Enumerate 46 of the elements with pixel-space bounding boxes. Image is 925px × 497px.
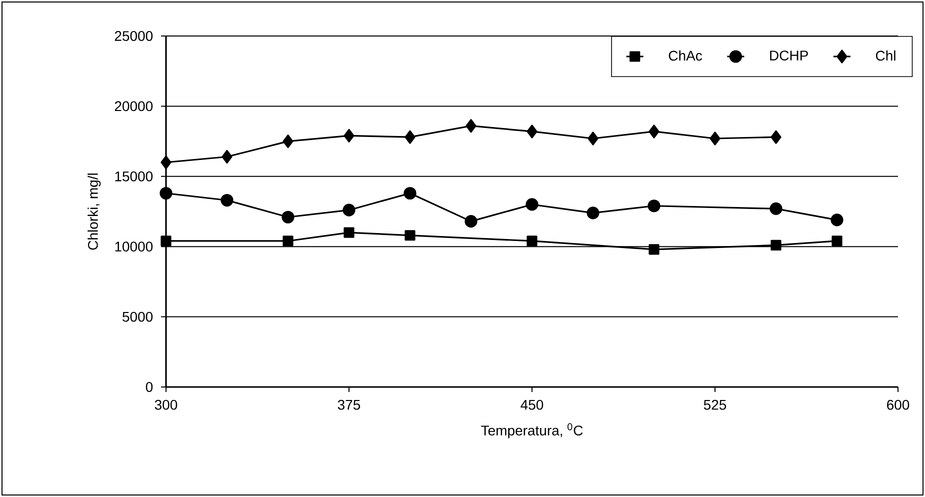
- point: [282, 210, 294, 224]
- point: [160, 186, 172, 200]
- point: [526, 124, 538, 138]
- point: [160, 156, 172, 170]
- y-tick-label: 0: [146, 382, 153, 392]
- point: [648, 244, 660, 255]
- point: [222, 150, 232, 164]
- x-tick-label: 375: [338, 400, 360, 410]
- y-tick-label: 10000: [115, 242, 153, 252]
- point: [404, 230, 416, 241]
- point: [282, 134, 294, 148]
- point: [344, 128, 354, 142]
- point: [282, 236, 294, 246]
- point: [466, 119, 476, 133]
- point: [160, 236, 172, 246]
- legend-label: ChAc: [668, 50, 702, 61]
- point: [770, 240, 782, 250]
- point: [526, 236, 538, 246]
- y-tick-label: 5000: [122, 312, 153, 322]
- point: [526, 198, 538, 211]
- y-tick-label: 15000: [115, 171, 153, 182]
- point: [404, 130, 416, 144]
- point: [588, 132, 598, 146]
- x-tick-label: 600: [887, 400, 910, 410]
- point: [586, 206, 600, 220]
- x-tick-label: 300: [154, 400, 178, 410]
- x-tick-label: 450: [520, 400, 544, 410]
- y-tick-label: 25000: [114, 31, 153, 41]
- point: [770, 202, 782, 215]
- point: [832, 236, 842, 246]
- point: [342, 204, 356, 216]
- point: [710, 132, 720, 146]
- point: [220, 194, 234, 207]
- x-tick-label: 525: [704, 400, 726, 410]
- point: [770, 130, 782, 144]
- point: [344, 227, 354, 238]
- x-axis-title: Temperatura, $^{0}$C: [481, 423, 583, 438]
- point: [648, 200, 660, 212]
- legend-label: DCHP: [770, 50, 808, 60]
- y-tick-label: 20000: [114, 101, 153, 112]
- legend-label: Chl: [876, 50, 896, 61]
- point: [464, 215, 478, 228]
- point: [648, 124, 660, 138]
- point: [830, 214, 844, 226]
- y-axis-title: Chlorki, mg/l: [88, 174, 101, 250]
- point: [404, 186, 416, 200]
